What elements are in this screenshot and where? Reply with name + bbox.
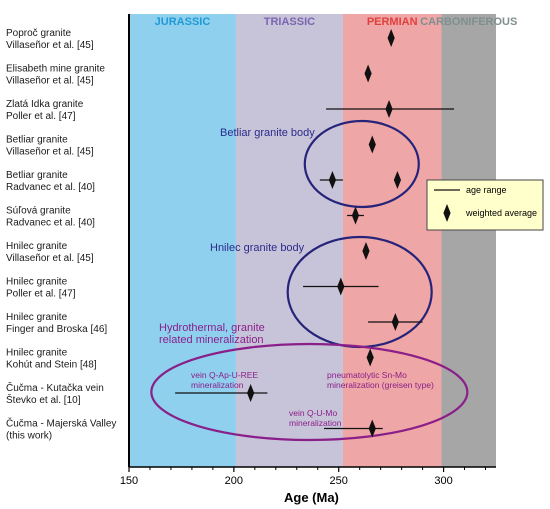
legend-weighted-average-swatch <box>443 204 451 222</box>
period-label-triassic: TRIASSIC <box>264 16 315 28</box>
sample-reference: Radvanec et al. [40] <box>6 182 95 193</box>
period-band-carboniferous <box>441 14 496 467</box>
weighted-average-point <box>328 171 337 189</box>
group-ellipses <box>150 119 469 442</box>
snmo-annotation-1: pneumatolytic Sn-Mo <box>327 370 407 380</box>
x-axis-title: Age (Ma) <box>284 490 339 505</box>
vein-umo-annotation-1: vein Q-U-Mo <box>289 408 337 418</box>
weighted-average-point <box>364 64 372 83</box>
hydrothermal-ellipse <box>150 342 469 442</box>
sample-reference: Radvanec et al. [40] <box>6 218 95 229</box>
period-band-permian <box>342 14 442 467</box>
period-labels: JURASSIC TRIASSIC PERMIAN CARBONIFEROUS <box>155 16 518 28</box>
x-tick-label: 150 <box>120 475 138 487</box>
hnilec-annotation: Hnilec granite body <box>210 242 305 254</box>
weighted-average-point <box>391 313 399 331</box>
period-label-permian: PERMIAN <box>367 16 418 28</box>
x-axis: 150 200 250 300 Age (Ma) <box>120 14 496 505</box>
data-marks <box>175 29 455 438</box>
sample-reference: Villaseñor et al. [45] <box>6 147 94 158</box>
legend-box <box>426 179 544 231</box>
x-tick-label: 200 <box>225 475 243 487</box>
weighted-average-point <box>368 135 376 154</box>
weighted-average-point <box>362 242 370 260</box>
weighted-average-point <box>385 100 393 118</box>
betliar-body-ellipse <box>303 119 420 209</box>
sample-label: Čučma - Majerská Valley <box>6 417 116 430</box>
x-tick-label: 300 <box>434 475 452 487</box>
sample-label: Poproč granite <box>6 28 71 39</box>
period-label-carboniferous: CARBONIFEROUS <box>420 16 517 28</box>
sample-reference: Števko et al. [10] <box>6 393 81 406</box>
sample-label: Hnilec granite <box>6 312 68 323</box>
weighted-average-point <box>351 206 360 225</box>
weighted-average-point <box>366 348 374 367</box>
legend-age-range-label: age range <box>466 185 507 195</box>
sample-label: Hnilec granite <box>6 241 68 252</box>
sample-reference: Poller et al. [47] <box>6 111 76 122</box>
annotations: Betliar granite body Hnilec granite body H… <box>159 127 434 428</box>
sample-label: Čučma - Kutačka vein <box>6 381 104 394</box>
hydrothermal-annotation-2: related mineralization <box>159 334 264 346</box>
sample-label: Elisabeth mine granite <box>6 64 105 75</box>
period-label-jurassic: JURASSIC <box>155 16 211 28</box>
vein-umo-annotation-2: mineralization <box>289 418 342 428</box>
period-bands <box>129 14 496 467</box>
x-tick-label: 250 <box>330 475 348 487</box>
weighted-average-point <box>247 384 255 402</box>
sample-label: Betliar granite <box>6 170 68 181</box>
period-band-triassic <box>235 14 343 467</box>
weighted-average-point <box>337 277 345 296</box>
sample-reference: Kohút and Stein [48] <box>6 360 97 371</box>
sample-reference: (this work) <box>6 431 52 442</box>
period-band-jurassic <box>129 14 236 467</box>
sample-reference: Villaseñor et al. [45] <box>6 253 94 264</box>
legend: age range weighted average <box>426 179 544 231</box>
sample-label: Betliar granite <box>6 135 68 146</box>
sample-label: Zlatá Idka granite <box>6 99 84 110</box>
sample-label: Hnilec granite <box>6 277 68 288</box>
sample-label: Súľová granite <box>6 206 71 217</box>
vein-ree-annotation-2: mineralization <box>191 380 244 390</box>
sample-reference: Poller et al. [47] <box>6 289 76 300</box>
sample-reference: Villaseñor et al. [45] <box>6 76 94 87</box>
legend-weighted-average-label: weighted average <box>465 208 537 218</box>
weighted-average-point <box>393 171 402 189</box>
sample-reference: Finger and Broska [46] <box>6 324 107 335</box>
vein-ree-annotation-1: vein Q-Ap-U-REE <box>191 370 258 380</box>
snmo-annotation-2: mineralization (greisen type) <box>327 380 434 390</box>
sample-reference: Villaseñor et al. [45] <box>6 40 94 51</box>
sample-label: Hnilec granite <box>6 348 68 359</box>
weighted-average-point <box>368 419 376 438</box>
hydrothermal-annotation-1: Hydrothermal, granite <box>159 322 265 334</box>
betliar-annotation: Betliar granite body <box>220 127 315 139</box>
weighted-average-point <box>387 29 395 47</box>
